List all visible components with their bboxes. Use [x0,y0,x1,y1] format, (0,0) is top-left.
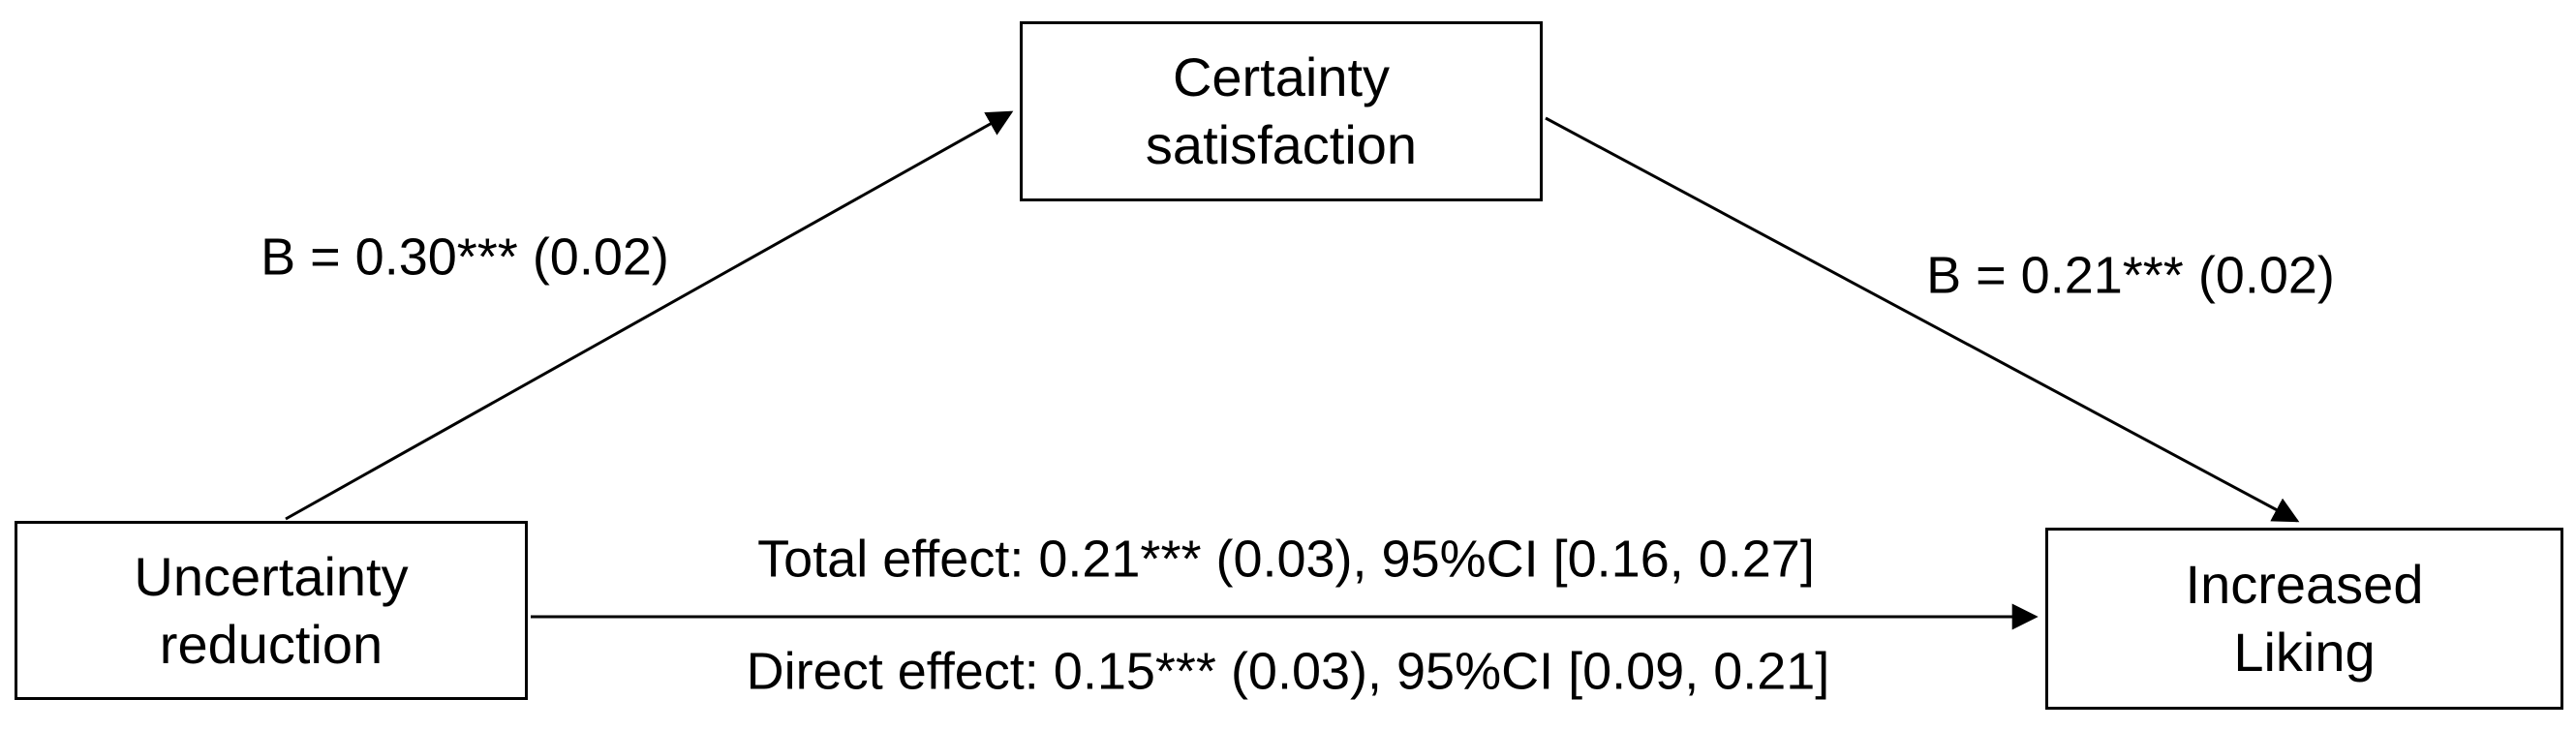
node-mediator: Certainty satisfaction [1020,21,1543,201]
a-path-arrow [285,110,1014,521]
a-path-label: B = 0.30*** (0.02) [261,228,669,287]
node-predictor: Uncertainty reduction [15,521,528,700]
node-outcome: Increased Liking [2045,528,2563,710]
b-path-label: B = 0.21*** (0.02) [1926,246,2335,305]
direct-effect-label: Direct effect: 0.15*** (0.03), 95%CI [0.… [746,642,1830,701]
total-effect-label: Total effect: 0.21*** (0.03), 95%CI [0.1… [757,530,1815,589]
b-path-arrow [1545,116,2300,523]
